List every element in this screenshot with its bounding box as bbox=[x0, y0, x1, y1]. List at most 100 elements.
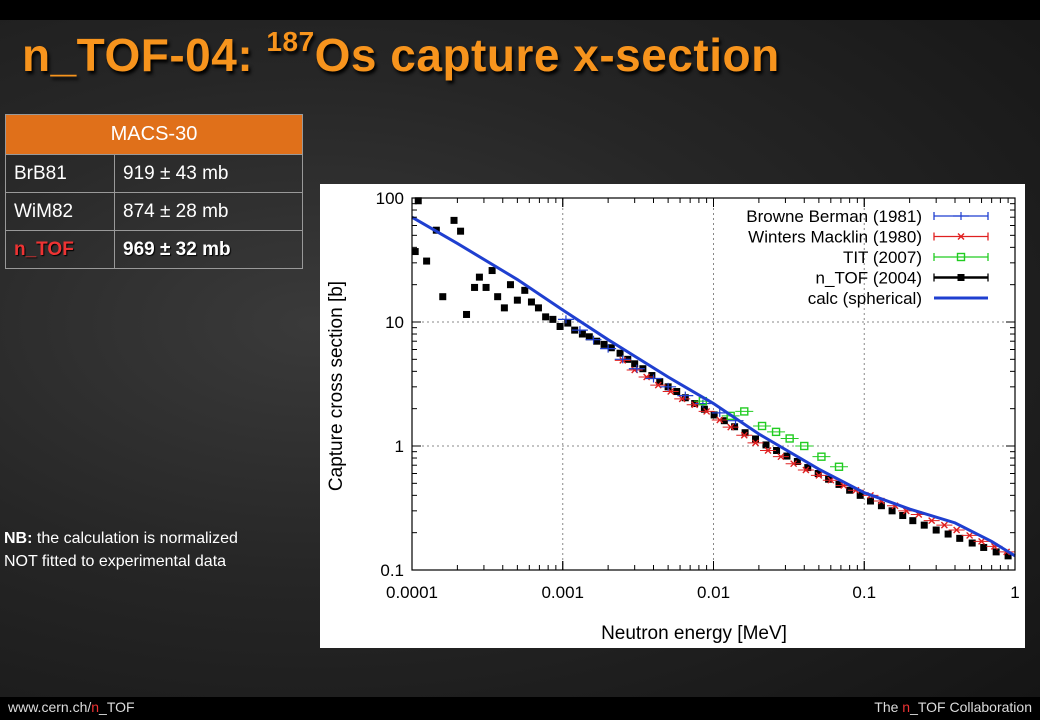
data-point bbox=[772, 453, 789, 461]
data-point bbox=[767, 427, 786, 437]
point-marker bbox=[793, 457, 801, 465]
data-point bbox=[578, 330, 586, 338]
data-point bbox=[482, 283, 490, 291]
point-marker bbox=[825, 475, 833, 483]
point-marker bbox=[757, 421, 767, 431]
point-marker bbox=[957, 274, 965, 281]
legend-label: Browne Berman (1981) bbox=[746, 207, 922, 226]
point-marker bbox=[740, 407, 749, 416]
top-bar bbox=[0, 0, 1040, 20]
y-tick-label: 1 bbox=[395, 437, 404, 456]
point-marker bbox=[827, 476, 835, 484]
point-marker bbox=[920, 521, 928, 529]
point-marker bbox=[777, 453, 785, 461]
data-point bbox=[593, 337, 601, 345]
point-marker bbox=[909, 517, 917, 525]
normalization-note: NB: the calculation is normalized NOT fi… bbox=[4, 527, 238, 573]
point-marker bbox=[835, 480, 843, 488]
point-marker bbox=[773, 446, 781, 454]
data-point bbox=[677, 391, 694, 400]
point-marker bbox=[727, 423, 735, 431]
data-point bbox=[736, 431, 753, 439]
data-point bbox=[475, 273, 483, 281]
footer-url: www.cern.ch/n_TOF bbox=[8, 699, 135, 715]
y-tick-label: 100 bbox=[376, 189, 404, 208]
point-marker bbox=[450, 216, 458, 224]
point-marker bbox=[471, 283, 479, 291]
data-point bbox=[710, 411, 718, 419]
data-point bbox=[571, 326, 588, 335]
data-point bbox=[980, 543, 988, 551]
data-point bbox=[835, 480, 843, 488]
point-marker bbox=[992, 548, 1000, 556]
data-point bbox=[500, 304, 508, 312]
table-cell-value: 919 ± 43 mb bbox=[114, 154, 303, 193]
point-marker bbox=[475, 273, 483, 281]
note-line-1: NB: the calculation is normalized bbox=[4, 527, 238, 550]
data-point bbox=[660, 382, 677, 391]
point-marker bbox=[956, 534, 964, 542]
note-text-1: the calculation is normalized bbox=[32, 530, 238, 547]
legend-label: calc (spherical) bbox=[808, 289, 922, 308]
point-marker bbox=[667, 388, 675, 396]
data-point bbox=[810, 471, 827, 479]
point-marker bbox=[932, 526, 940, 534]
point-marker bbox=[957, 233, 965, 240]
point-marker bbox=[740, 431, 748, 439]
point-marker bbox=[521, 286, 529, 294]
data-point bbox=[992, 548, 1000, 556]
table-cell-value: 874 ± 28 mb bbox=[114, 192, 303, 231]
table-cell-label: BrB81 bbox=[5, 154, 115, 193]
point-marker bbox=[877, 502, 885, 510]
point-marker bbox=[506, 281, 514, 289]
macs-table-header-row: MACS-30 bbox=[5, 114, 303, 155]
data-point bbox=[600, 344, 617, 353]
data-point bbox=[423, 257, 431, 265]
data-point bbox=[585, 333, 593, 341]
point-marker bbox=[527, 298, 535, 306]
data-point bbox=[488, 267, 496, 275]
data-point bbox=[793, 457, 801, 465]
point-marker bbox=[648, 372, 656, 380]
data-point bbox=[463, 310, 471, 318]
data-point bbox=[691, 400, 699, 408]
data-point bbox=[785, 460, 802, 468]
data-point bbox=[856, 491, 864, 499]
point-marker bbox=[888, 507, 896, 515]
y-tick-label: 10 bbox=[385, 313, 404, 332]
data-point bbox=[542, 313, 550, 321]
data-point bbox=[698, 407, 715, 415]
point-marker bbox=[771, 427, 781, 437]
macs-table: MACS-30 BrB81 919 ± 43 mb WiM82 874 ± 28… bbox=[5, 114, 303, 269]
point-marker bbox=[928, 517, 936, 525]
grid bbox=[412, 198, 1015, 570]
point-marker bbox=[463, 310, 471, 318]
point-marker bbox=[564, 319, 572, 327]
data-point bbox=[414, 197, 422, 205]
table-cell-label: WiM82 bbox=[5, 192, 115, 231]
point-marker bbox=[940, 521, 948, 529]
point-marker bbox=[720, 417, 728, 425]
data-point bbox=[899, 512, 907, 520]
data-point bbox=[648, 372, 656, 380]
data-point bbox=[457, 227, 465, 235]
table-row-highlight: n_TOF 969 ± 32 mb bbox=[5, 230, 303, 269]
point-marker bbox=[978, 537, 986, 545]
data-point bbox=[953, 212, 969, 220]
point-marker bbox=[834, 462, 844, 471]
data-point bbox=[656, 378, 664, 386]
data-point bbox=[506, 281, 514, 289]
point-marker bbox=[457, 227, 465, 235]
point-marker bbox=[856, 491, 864, 499]
data-point bbox=[968, 539, 976, 547]
data-point bbox=[527, 298, 535, 306]
point-marker bbox=[752, 435, 760, 443]
data-point bbox=[628, 364, 645, 373]
legend-label: TIT (2007) bbox=[843, 248, 922, 267]
data-point bbox=[585, 335, 602, 344]
data-point bbox=[549, 315, 557, 323]
point-marker bbox=[785, 434, 794, 443]
data-point bbox=[932, 526, 940, 534]
table-cell-value: 969 ± 32 mb bbox=[114, 230, 303, 269]
note-bold: NB: bbox=[4, 530, 33, 547]
